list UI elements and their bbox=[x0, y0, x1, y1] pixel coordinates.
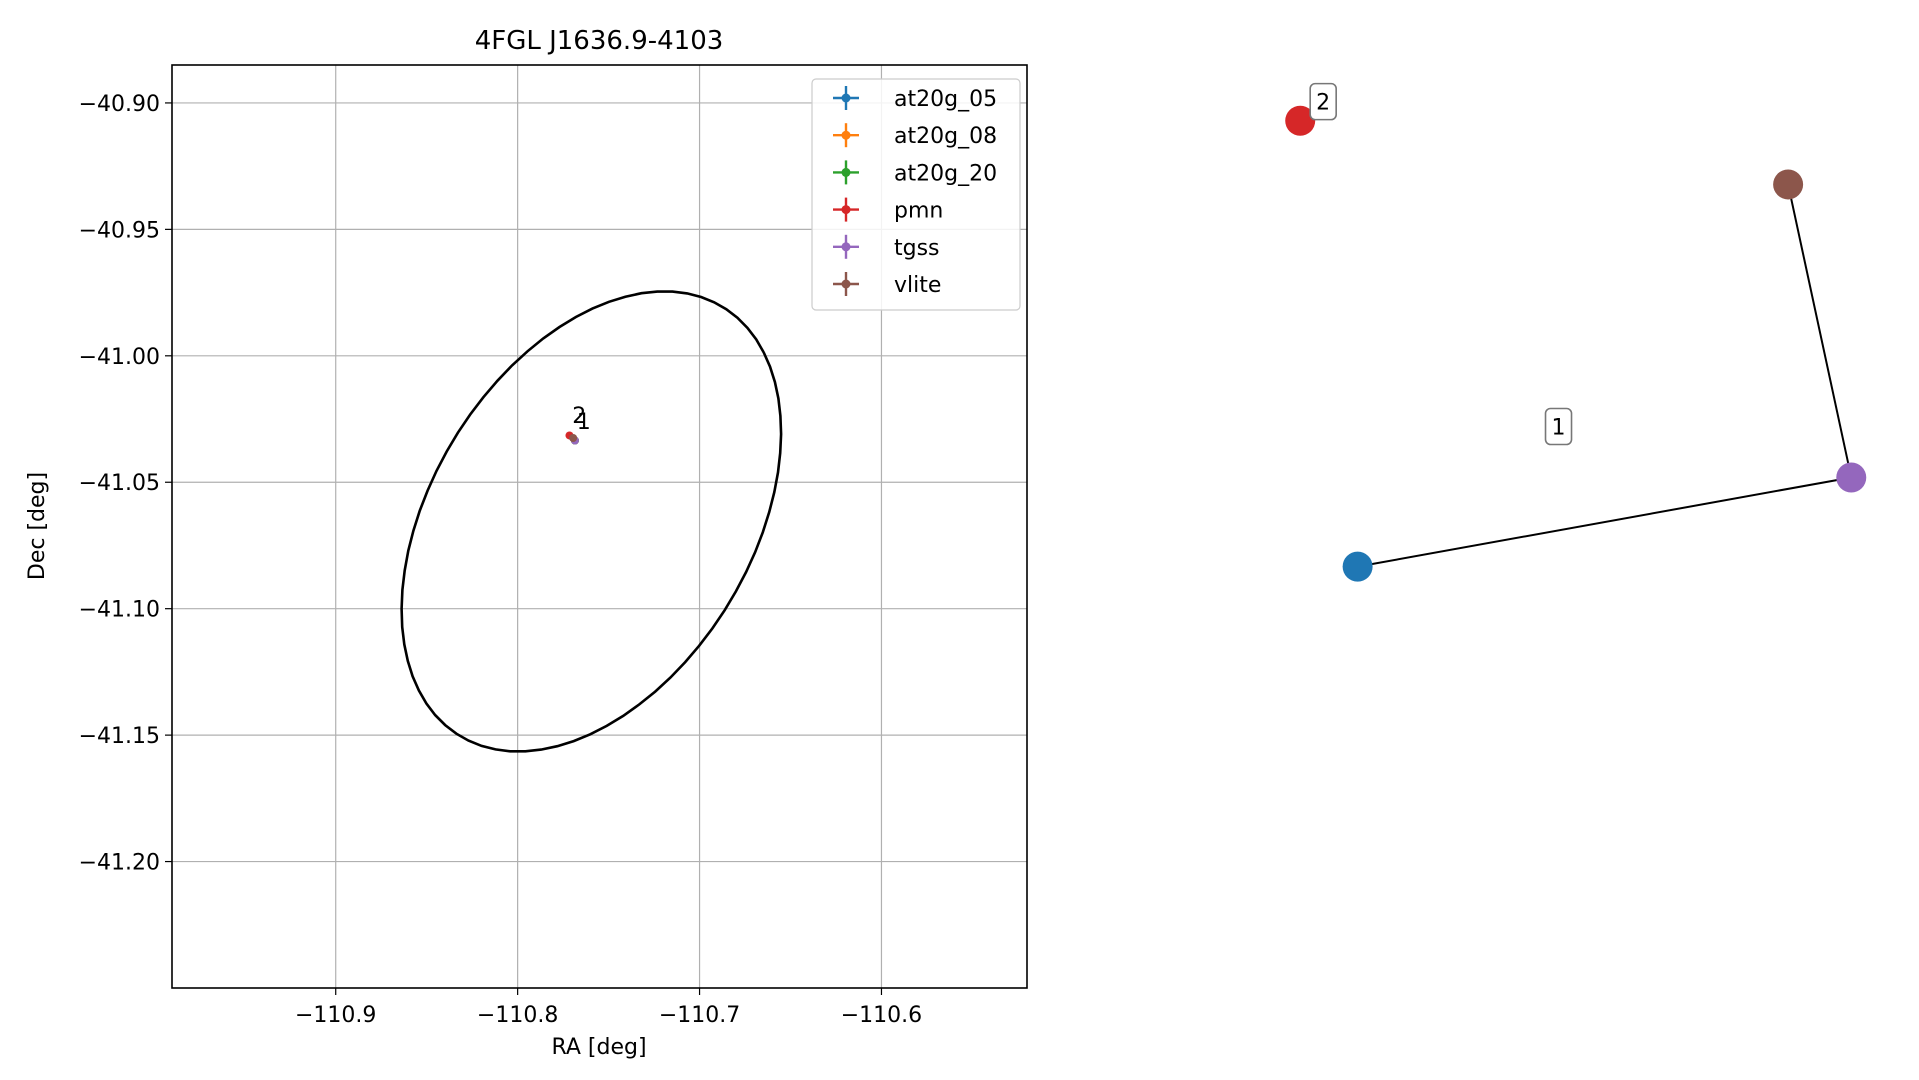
y-tick-label: −41.00 bbox=[79, 345, 160, 370]
legend-marker-dot bbox=[841, 130, 851, 140]
edges-layer bbox=[1357, 184, 1853, 568]
y-tick-label: −40.95 bbox=[79, 218, 160, 243]
point-annotation: 2 bbox=[572, 404, 586, 429]
scatter-chart: 4FGL J1636.9-4103 12 −110.9 −110.8 −110.7−… bbox=[25, 26, 1028, 1060]
edge-at20g-tgss bbox=[1357, 476, 1852, 568]
legend-marker-dot bbox=[841, 93, 851, 103]
label-box bbox=[1309, 82, 1337, 121]
point-vlite bbox=[569, 433, 578, 442]
node-at20g bbox=[1342, 551, 1373, 582]
legend-item-pmn: pmn bbox=[833, 197, 943, 224]
x-tick-label: −110.8 bbox=[477, 1003, 558, 1028]
chart-title: 4FGL J1636.9-4103 bbox=[475, 26, 724, 56]
nodes-layer bbox=[1285, 105, 1867, 582]
grid bbox=[172, 65, 1027, 988]
legend-item-at20g_20: at20g_20 bbox=[833, 160, 997, 186]
points-layer bbox=[565, 431, 579, 445]
legend-item-at20g_08: at20g_08 bbox=[833, 123, 997, 149]
annotation-layer: 12 bbox=[572, 404, 591, 435]
legend-label: at20g_05 bbox=[894, 87, 997, 112]
label-box bbox=[1544, 407, 1573, 446]
legend-marker-dot bbox=[841, 242, 851, 252]
y-tick-label: −41.20 bbox=[79, 851, 160, 876]
node-label-text: 1 bbox=[1552, 416, 1566, 441]
y-tick-label: −40.90 bbox=[79, 92, 160, 117]
y-tick-label: −41.15 bbox=[79, 724, 160, 749]
plot-frame bbox=[171, 64, 1028, 989]
node-label-box: 1 bbox=[1544, 407, 1573, 446]
legend-item-at20g_05: at20g_05 bbox=[833, 86, 997, 112]
legend-label: pmn bbox=[894, 199, 943, 224]
legend-label: at20g_08 bbox=[894, 124, 997, 149]
legend-label: at20g_20 bbox=[894, 161, 997, 186]
legend-marker-dot bbox=[841, 279, 851, 289]
x-tick-label: −110.6 bbox=[841, 1003, 922, 1028]
legend-item-tgss: tgss bbox=[833, 234, 940, 261]
legend-label: tgss bbox=[894, 236, 940, 261]
x-axis-ticks: −110.9 −110.8 −110.7 −110.6 bbox=[295, 988, 922, 1028]
legend-box bbox=[811, 78, 1021, 311]
x-tick-label: −110.9 bbox=[295, 1003, 376, 1028]
y-axis-label: Dec [deg] bbox=[25, 472, 50, 580]
legend-label: vlite bbox=[894, 273, 941, 298]
edge-tgss-vlite bbox=[1787, 184, 1853, 478]
node-label-box: 2 bbox=[1309, 82, 1337, 121]
x-axis-label: RA [deg] bbox=[551, 1035, 646, 1060]
legend-marker-dot bbox=[841, 205, 851, 215]
network-graph: 12 bbox=[1285, 82, 1867, 582]
legend-item-vlite: vlite bbox=[833, 272, 941, 298]
localization-ellipse bbox=[400, 290, 783, 753]
legend-marker-dot bbox=[841, 167, 851, 177]
y-tick-label: −41.05 bbox=[79, 471, 160, 496]
node-labels-layer: 12 bbox=[1309, 82, 1573, 446]
node-pmn bbox=[1285, 105, 1316, 136]
node-tgss bbox=[1836, 462, 1867, 493]
point-annotation: 1 bbox=[577, 410, 591, 435]
y-axis-ticks: −40.90 −40.95 −41.00 −41.05 −41.10 −41.15 −41.… bbox=[79, 92, 172, 876]
node-vlite bbox=[1773, 169, 1804, 200]
y-tick-label: −41.10 bbox=[79, 598, 160, 623]
node-label-text: 2 bbox=[1316, 91, 1330, 116]
x-tick-label: −110.7 bbox=[659, 1003, 740, 1028]
ellipse-layer bbox=[400, 290, 783, 753]
